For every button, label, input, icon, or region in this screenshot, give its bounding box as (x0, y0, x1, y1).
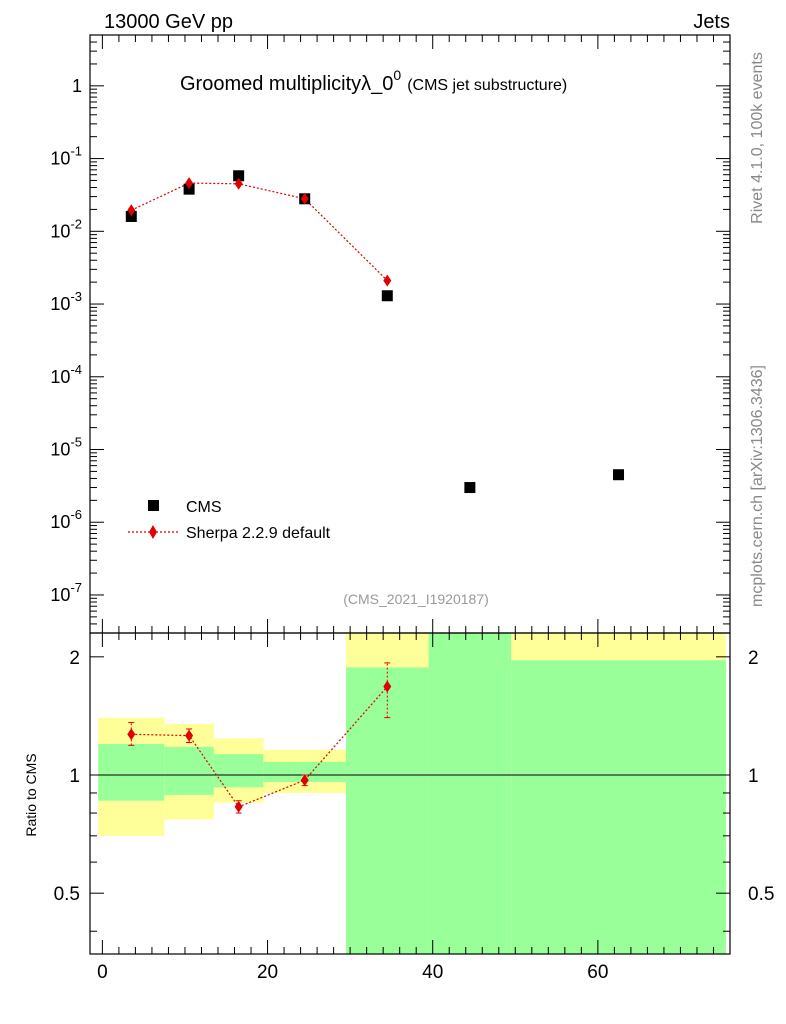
cms-point-2 (233, 170, 245, 182)
header-left: 13000 GeV pp (104, 11, 233, 33)
ytick-exponent: -4 (70, 362, 82, 377)
sherpa-ratio-point-3 (300, 774, 309, 787)
band-green-3 (263, 761, 346, 782)
header-right: Jets (693, 11, 730, 33)
top-ytick-label-3: 10-4 (50, 362, 82, 387)
legend-sherpa-marker (149, 525, 157, 539)
xtick-label-0: 0 (97, 962, 108, 983)
legend-sherpa-label: Sherpa 2.2.9 default (186, 525, 331, 542)
top-ytick-label-6: 10-1 (50, 144, 82, 169)
sherpa-ratio-point-1 (185, 729, 194, 742)
sherpa-point-0 (127, 204, 136, 217)
ytick-exponent: -6 (70, 507, 82, 522)
sherpa-ratio-point-0 (127, 728, 136, 741)
ytick-exponent: -5 (70, 435, 82, 450)
sherpa-point-3 (300, 192, 309, 205)
cms-point-4 (381, 290, 393, 302)
ytick-base: 10 (50, 149, 70, 169)
ytick-base: 10 (50, 512, 70, 532)
ratio-bands (98, 633, 726, 954)
title-sub: (CMS jet substructure) (407, 77, 567, 94)
band-yellow-4 (346, 633, 429, 668)
ratio-ytick-label-right-0: 0.5 (748, 884, 774, 905)
top-ytick-label-7: 1 (72, 76, 82, 96)
cms-point-6 (613, 469, 625, 481)
ytick-exponent: -3 (70, 289, 82, 304)
cms-point-5 (464, 482, 476, 494)
sherpa-line (131, 182, 388, 282)
band-green-0 (98, 743, 165, 801)
xtick-label-1: 20 (257, 962, 278, 983)
band-green-6 (511, 660, 726, 954)
cms-point-1 (183, 183, 195, 195)
xtick-label-2: 40 (422, 962, 443, 983)
ratio-ytick-label-right-2: 2 (748, 648, 759, 669)
xtick-label-3: 60 (587, 962, 608, 983)
ratio-ytick-label-right-1: 1 (748, 766, 759, 787)
chart-title: Groomed multiplicityλ_00 (CMS jet substru… (180, 67, 567, 95)
top-ytick-label-4: 10-3 (50, 289, 82, 314)
ytick-exponent: -7 (70, 580, 82, 595)
ratio-frame (89, 632, 731, 955)
ratio-ylabel: Ratio to CMS (23, 753, 39, 836)
side-text-bottom: mcplots.cern.ch [arXiv:1306.3436] (749, 365, 766, 607)
band-green-2 (213, 754, 264, 788)
ratio-ytick-label-left-1: 1 (69, 766, 80, 787)
ytick-exponent: -2 (70, 216, 82, 231)
top-plot (125, 170, 625, 494)
sherpa-point-4 (383, 274, 392, 287)
side-text-top: Rivet 4.1.0, 100k events (749, 52, 766, 224)
legend-cms-label: CMS (186, 499, 222, 516)
ratio-plot (90, 662, 730, 814)
ytick-base: 10 (50, 440, 70, 460)
sherpa-ratio-point-2 (234, 800, 243, 813)
top-frame (89, 34, 731, 634)
title-main: Groomed multiplicityλ_0 (180, 73, 393, 95)
ytick-exponent: -1 (70, 144, 82, 159)
legend: CMS Sherpa 2.2.9 default (128, 499, 331, 542)
ratio-ytick-label-left-0: 0.5 (54, 884, 80, 905)
axes: 10-710-610-510-410-310-210-110.5 0.51 12 20… (50, 34, 774, 983)
ratio-ytick-label-left-2: 2 (69, 648, 80, 669)
top-ytick-label-0: 10-7 (50, 580, 82, 605)
ytick-base: 10 (50, 367, 70, 387)
sherpa-point-1 (185, 177, 194, 190)
top-ytick-label-2: 10-5 (50, 435, 82, 460)
top-ytick-label-1: 10-6 (50, 507, 82, 532)
top-ytick-label-5: 10-2 (50, 216, 82, 241)
sherpa-point-2 (234, 177, 243, 190)
ytick-base: 10 (50, 585, 70, 605)
title-sup: 0 (393, 67, 401, 83)
ytick-base: 1 (72, 76, 82, 96)
ytick-base: 10 (50, 294, 70, 314)
ytick-base: 10 (50, 221, 70, 241)
cms-point-0 (125, 210, 137, 222)
watermark: (CMS_2021_I1920187) (343, 591, 489, 607)
band-green-5 (428, 633, 512, 954)
legend-cms-marker (148, 500, 159, 511)
band-green-1 (164, 746, 214, 795)
sherpa-ratio-point-4 (383, 680, 392, 693)
